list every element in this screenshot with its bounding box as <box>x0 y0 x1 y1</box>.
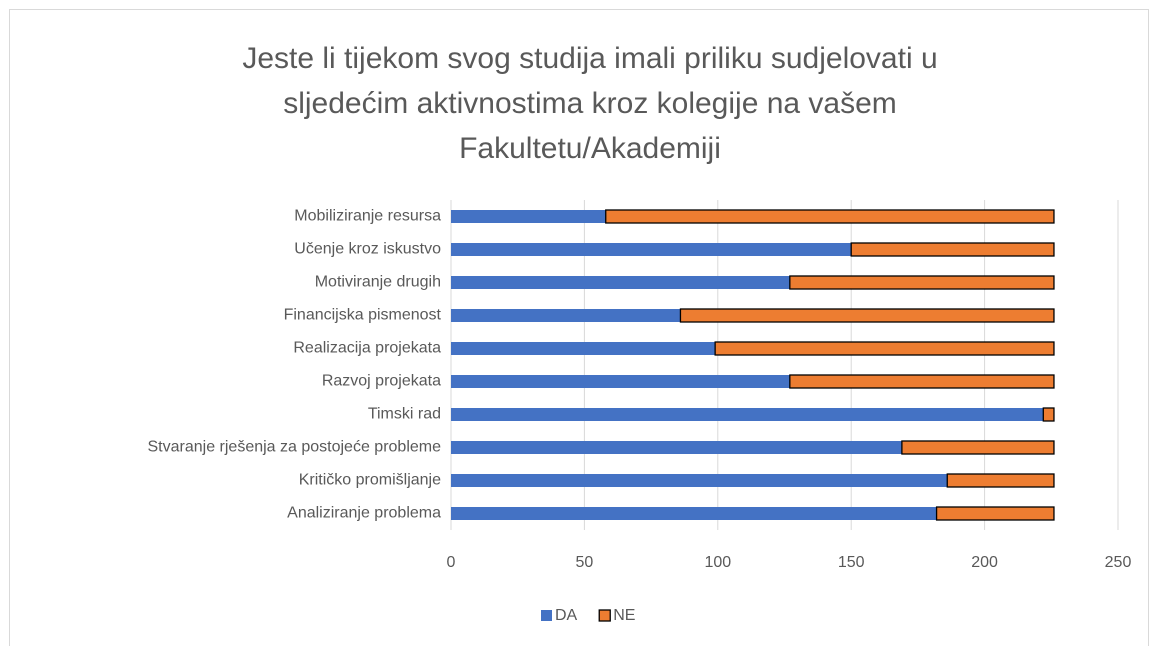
bar <box>451 342 716 355</box>
bar <box>451 474 948 487</box>
bar <box>451 375 790 388</box>
bar <box>451 210 606 223</box>
legend-label: DA <box>555 607 578 624</box>
bar <box>451 441 902 454</box>
bar <box>935 506 1055 521</box>
bar <box>789 275 1055 290</box>
y-tick-label: Motiviranje drugih <box>315 274 441 291</box>
y-tick-label: Timski rad <box>368 406 441 423</box>
x-tick-label: 150 <box>838 554 865 571</box>
x-tick-label: 0 <box>447 554 456 571</box>
x-tick-label: 250 <box>1105 554 1132 571</box>
bar <box>451 243 852 256</box>
bar <box>451 309 681 322</box>
x-tick-label: 100 <box>704 554 731 571</box>
bar <box>451 507 937 520</box>
bar <box>1042 407 1055 422</box>
y-tick-label: Financijska pismenost <box>284 307 442 324</box>
chart-border <box>9 9 1149 646</box>
legend-label: NE <box>613 607 635 624</box>
y-tick-label: Stvaranje rješenja za postojeće probleme <box>148 439 442 456</box>
bar <box>946 473 1055 488</box>
bar <box>714 341 1055 356</box>
bar <box>451 276 790 289</box>
bar <box>605 209 1055 224</box>
bar <box>451 408 1044 421</box>
y-tick-label: Kritičko promišljanje <box>299 472 441 489</box>
y-tick-label: Realizacija projekata <box>293 340 441 357</box>
y-tick-label: Učenje kroz iskustvo <box>294 241 441 258</box>
y-tick-label: Razvoj projekata <box>322 373 441 390</box>
y-tick-label: Mobiliziranje resursa <box>294 208 441 225</box>
chart-title: sljedećim aktivnostima kroz kolegije na … <box>283 87 897 120</box>
chart-title: Fakultetu/Akademiji <box>459 132 721 165</box>
bar <box>679 308 1055 323</box>
bar <box>901 440 1055 455</box>
legend-swatch <box>541 610 552 621</box>
chart-title: Jeste li tijekom svog studija imali pril… <box>242 42 937 75</box>
x-tick-label: 200 <box>971 554 998 571</box>
bar <box>850 242 1055 257</box>
x-tick-label: 50 <box>576 554 594 571</box>
legend-swatch <box>598 609 611 622</box>
bar <box>789 374 1055 389</box>
y-tick-label: Analiziranje problema <box>287 505 441 522</box>
